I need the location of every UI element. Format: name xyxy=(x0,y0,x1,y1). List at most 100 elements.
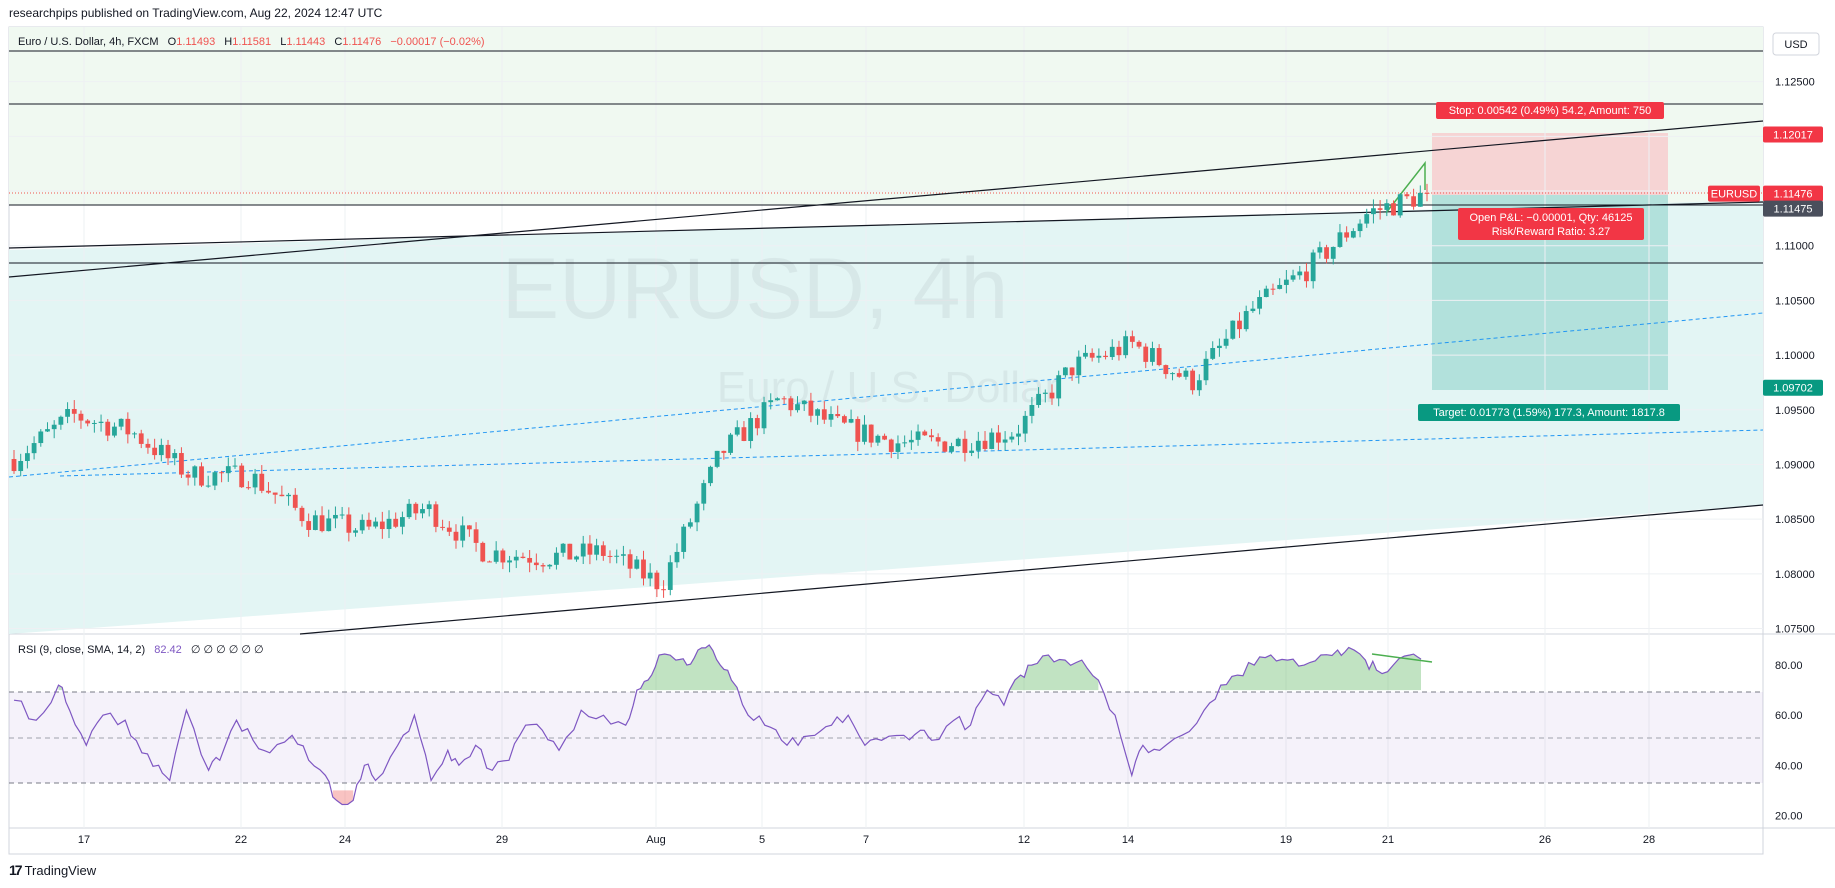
candle-body xyxy=(1002,439,1008,443)
candle-body xyxy=(882,435,887,440)
candle-body xyxy=(1136,341,1142,347)
candle-body xyxy=(507,560,512,563)
candle-body xyxy=(105,421,111,436)
candle-body xyxy=(1357,223,1363,232)
candle-body xyxy=(346,514,352,533)
candle-body xyxy=(902,442,908,444)
candle-body xyxy=(1424,192,1430,194)
candle-body xyxy=(366,519,372,527)
tradingview-logo[interactable]: 17 TradingView xyxy=(9,862,96,878)
close-label: C xyxy=(334,36,342,48)
trendline-upper[interactable] xyxy=(8,120,1764,278)
channel-midline-2[interactable] xyxy=(59,429,1764,477)
candle-body xyxy=(460,525,466,541)
candle-body xyxy=(1089,352,1095,358)
candle-body xyxy=(841,416,847,423)
candle-body xyxy=(219,472,224,474)
price-tick-0: 1.12500 xyxy=(1775,77,1815,89)
candle-body xyxy=(299,507,305,522)
target-label[interactable]: Target: 0.01773 (1.59%) 177.3, Amount: 1… xyxy=(1418,404,1680,421)
rsi-axis[interactable]: 80.00 60.00 40.00 20.00 xyxy=(1775,660,1803,822)
change-value: −0.00017 (−0.02%) xyxy=(390,36,484,48)
candle-body xyxy=(426,504,432,510)
candle-body xyxy=(1083,352,1088,357)
candle-body xyxy=(440,526,445,528)
candle-body xyxy=(225,466,231,474)
candle-body xyxy=(1036,393,1041,406)
candle-body xyxy=(232,465,238,467)
currency-button[interactable]: USD xyxy=(1772,32,1820,56)
candle-body xyxy=(138,433,144,444)
candle-body xyxy=(145,443,151,448)
candle-body xyxy=(1009,436,1015,440)
time-label-6: 7 xyxy=(863,834,869,846)
time-label-8: 14 xyxy=(1122,834,1134,846)
price-badge-2: 1.11476 xyxy=(1763,185,1823,202)
pnl-label[interactable]: Open P&L: −0.00001, Qty: 46125 Risk/Rewa… xyxy=(1458,208,1644,240)
trendline-lower[interactable] xyxy=(299,504,1764,635)
symbol-legend[interactable]: Euro / U.S. Dollar, 4h, FXCM O1.11493 H1… xyxy=(18,36,485,48)
candle-body xyxy=(661,589,666,591)
candle-body xyxy=(1049,392,1055,399)
candle-body xyxy=(199,466,204,486)
candle-body xyxy=(580,543,586,557)
candle-body xyxy=(1103,355,1108,358)
time-label-10: 21 xyxy=(1382,834,1394,846)
candle-body xyxy=(31,443,37,454)
candle-body xyxy=(540,565,546,567)
publish-info: researchpips published on TradingView.co… xyxy=(9,6,383,20)
candle-body xyxy=(373,521,379,527)
candle-body xyxy=(728,434,733,453)
candle-body xyxy=(1310,252,1316,282)
rsi-zone-fill xyxy=(640,645,737,691)
candle-body xyxy=(152,447,158,456)
candle-body xyxy=(266,490,271,493)
time-label-7: 12 xyxy=(1018,834,1030,846)
candle-body xyxy=(1304,271,1309,282)
candle-body xyxy=(1337,232,1343,247)
symbol-name: Euro / U.S. Dollar, 4h, FXCM xyxy=(18,36,159,48)
rsi-divergence-line[interactable] xyxy=(1371,653,1433,663)
candle-body xyxy=(654,572,660,590)
time-label-4: Aug xyxy=(646,834,666,846)
candle-body xyxy=(868,424,874,443)
candle-body xyxy=(306,521,312,530)
stop-label[interactable]: Stop: 0.00542 (0.49%) 54.2, Amount: 750 xyxy=(1436,102,1664,119)
rsi-extra-values: ∅ ∅ ∅ ∅ ∅ ∅ xyxy=(191,644,264,656)
candle-body xyxy=(1076,356,1082,376)
candle-body xyxy=(1116,346,1122,356)
candle-body xyxy=(942,441,948,452)
price-badge-label-2: 1.11476 xyxy=(1774,189,1813,201)
candle-body xyxy=(118,418,124,427)
candle-body xyxy=(1324,247,1329,259)
candle-body xyxy=(1223,338,1229,346)
candle-body xyxy=(567,543,573,560)
candle-body xyxy=(1371,208,1376,215)
price-axis[interactable]: 1.125001.120001.115001.110001.105001.100… xyxy=(1775,77,1815,636)
candle-body xyxy=(1344,232,1350,238)
candle-body xyxy=(922,431,928,436)
candle-body xyxy=(172,453,178,459)
open-label: O xyxy=(168,36,177,48)
candle-body xyxy=(473,529,479,543)
price-tick-9: 1.08000 xyxy=(1775,569,1815,581)
candle-body xyxy=(493,550,499,562)
price-badge-1: EURUSD xyxy=(1708,185,1760,202)
candle-body xyxy=(1283,279,1289,285)
price-badge-0: 1.12017 xyxy=(1763,126,1823,143)
candle-body xyxy=(286,494,291,497)
candle-body xyxy=(1237,320,1242,330)
candle-body xyxy=(466,525,472,530)
candle-body xyxy=(1042,392,1048,394)
candle-body xyxy=(681,526,687,552)
rsi-legend-name: RSI (9, close, SMA, 14, 2) xyxy=(18,644,145,656)
candle-body xyxy=(768,400,774,403)
candle-body xyxy=(272,492,278,495)
candle-body xyxy=(480,542,486,562)
price-tick-5: 1.10000 xyxy=(1775,350,1815,362)
time-axis[interactable]: 17 22 24 29 Aug 5 7 12 14 19 21 26 28 xyxy=(78,834,1655,846)
candle-body xyxy=(1243,311,1249,330)
candle-body xyxy=(1190,370,1196,391)
rsi-legend[interactable]: RSI (9, close, SMA, 14, 2) 82.42 ∅ ∅ ∅ ∅… xyxy=(18,644,264,656)
